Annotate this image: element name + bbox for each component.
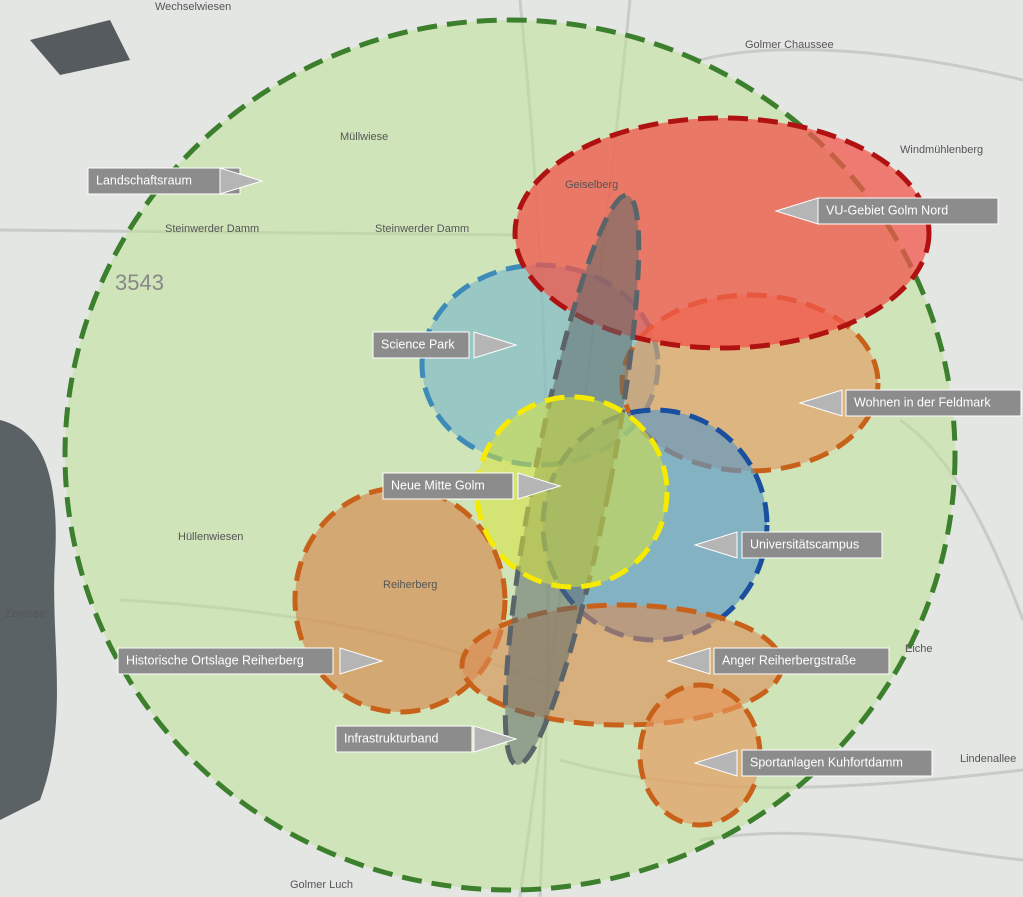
place-name: Müllwiese [340,131,388,143]
place-name: Wechselwiesen [155,1,231,13]
callout-label: Landschaftsraum [96,173,192,187]
place-name: Hüllenwiesen [178,531,243,543]
place-name: Steinwerder Damm [375,223,469,235]
callout-label: Infrastrukturband [344,731,439,745]
place-name: Golmer Chaussee [745,39,834,51]
place-name: Golmer Luch [290,879,353,891]
callout-label: Universitätscampus [750,537,859,551]
callout-label: Historische Ortslage Reiherberg [126,653,304,667]
place-name: Reiherberg [383,579,437,591]
callout-arrow [517,472,562,500]
callout-arrow [473,331,518,359]
place-name: Eiche [905,643,933,655]
callout-label: Anger Reiherbergstraße [722,653,856,667]
place-name: Geiselberg [565,179,618,191]
place-name: Lindenallee [960,753,1016,765]
callout-box [713,647,890,675]
place-name: 3543 [115,270,164,295]
callout-arrow [693,749,738,777]
callout-label: VU-Gebiet Golm Nord [826,203,948,217]
callout-box [817,197,999,225]
callout-box [845,389,1022,417]
callout-arrow [798,389,843,417]
callout-arrow [774,197,819,225]
callout-arrow [339,647,384,675]
callout-label: Sportanlagen Kuhfortdamm [750,755,903,769]
place-name: Zernsee [5,608,45,620]
callouts: Landschaftsraum VU-Gebiet Golm Nord Scienc… [87,167,1022,777]
callout-box [372,331,470,359]
callout-box [117,647,334,675]
lake [30,20,130,75]
place-name: Steinwerder Damm [165,223,259,235]
callout-arrow [693,531,738,559]
callout-arrow [219,167,264,195]
callout-arrow [473,725,518,753]
callout-box [741,531,883,559]
lake [0,420,57,820]
callout-box [382,472,514,500]
callout-label: Science Park [381,337,455,351]
place-names: Müllwiese Steinwerder Damm Steinwerder Dam… [5,1,1016,891]
place-name: Windmühlenberg [900,144,983,156]
callout-arrow [666,647,711,675]
callout-box [87,167,241,195]
callout-box [741,749,933,777]
callout-label: Neue Mitte Golm [391,478,485,492]
zone-outline [474,394,670,590]
callout-box [335,725,473,753]
callout-label: Wohnen in der Feldmark [854,395,991,409]
